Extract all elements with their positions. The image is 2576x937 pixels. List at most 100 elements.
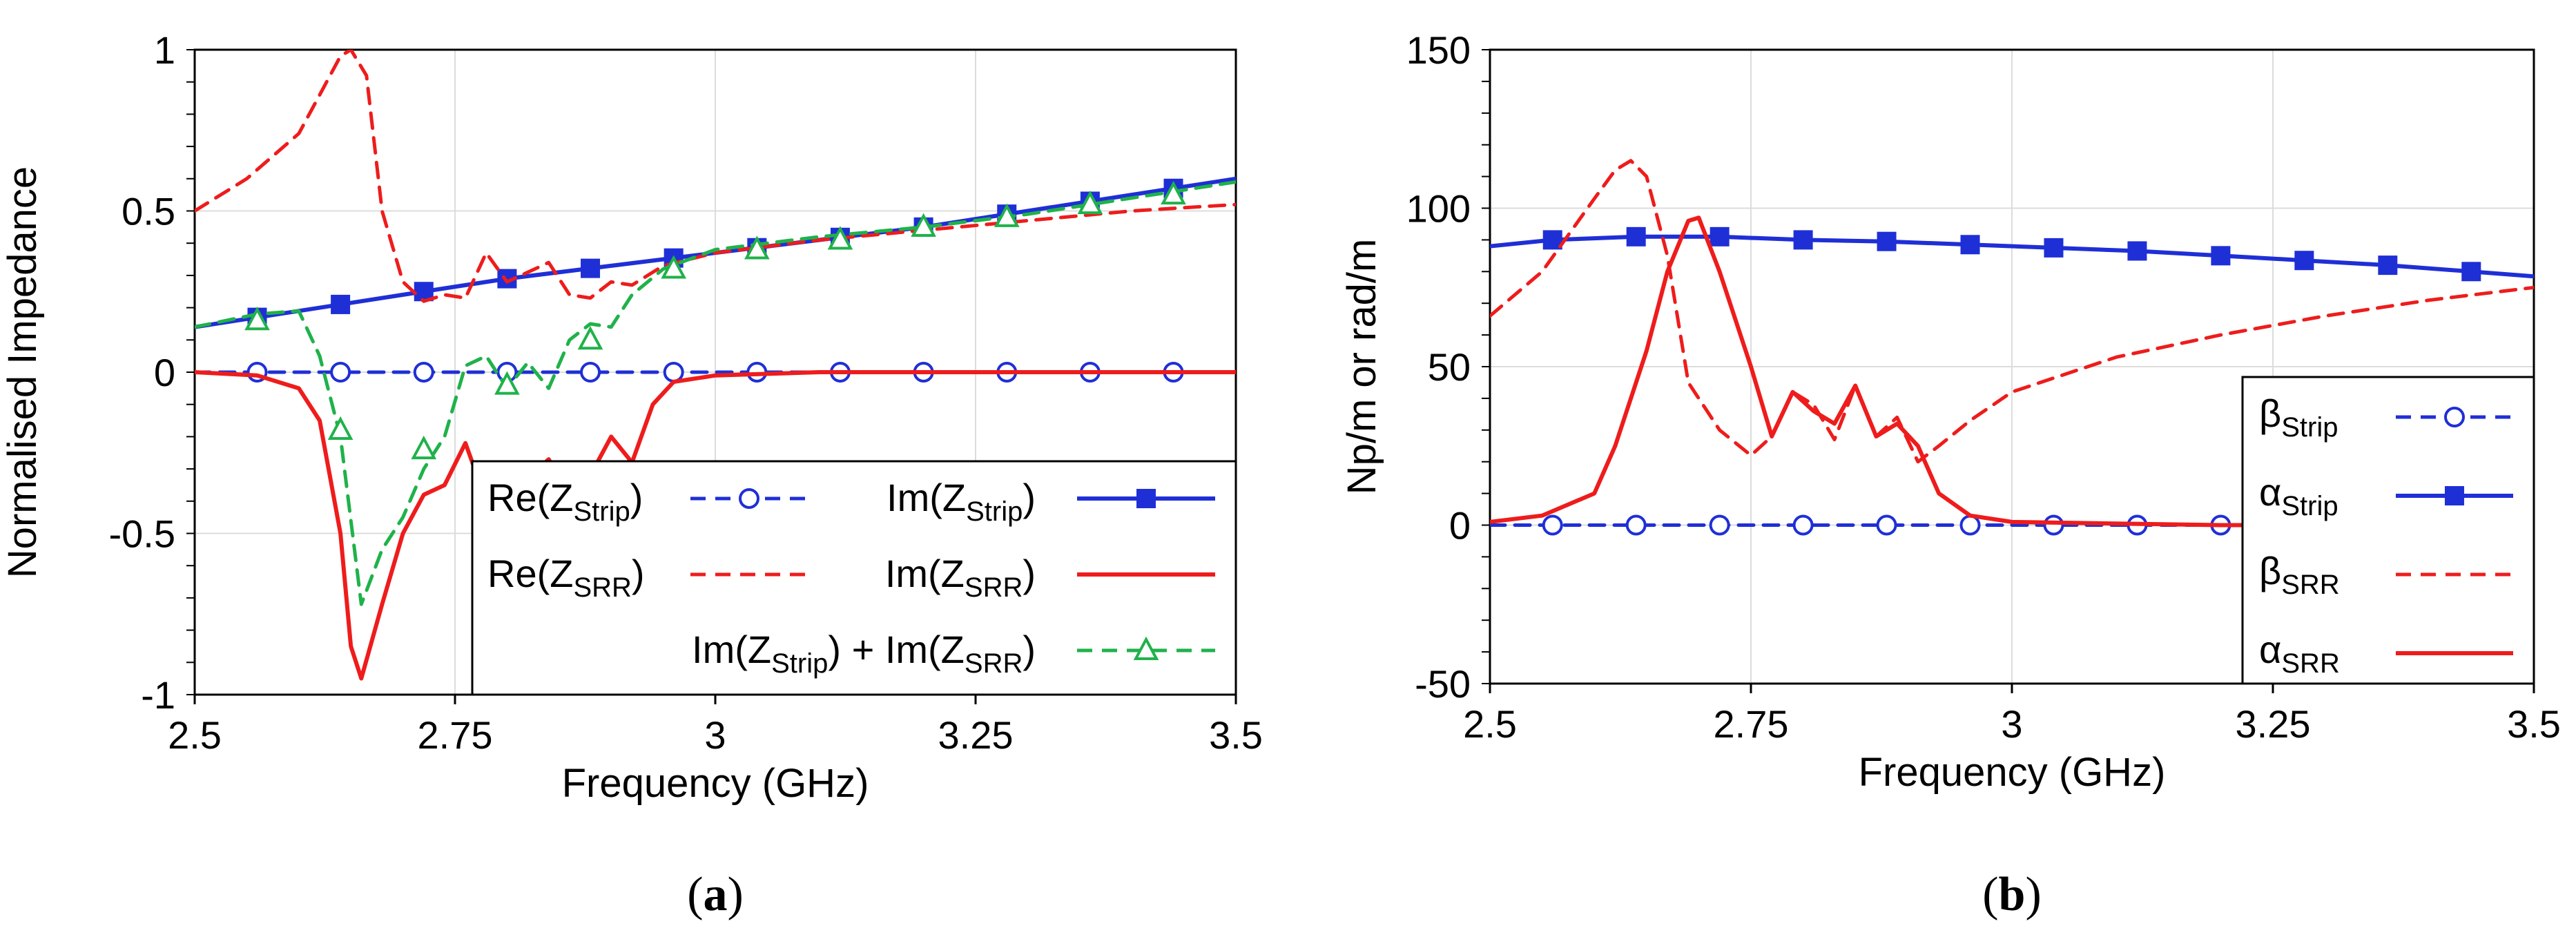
x-tick-label: 3 — [704, 713, 726, 757]
ticks — [1482, 49, 2535, 693]
legend-subscript: SRR — [965, 648, 1023, 679]
legend-subscript: SRR — [965, 572, 1023, 603]
legend-subscript: SRR — [2281, 570, 2339, 600]
series-marker-sum — [577, 326, 603, 350]
x-axis-label: Frequency (GHz) — [1859, 750, 2166, 795]
series-marker-alpha_strip — [2211, 246, 2231, 266]
series-marker-sum — [1077, 190, 1103, 215]
legend-text: Im(Z — [692, 628, 771, 671]
legend-text: ) — [630, 476, 643, 519]
series-marker-beta_strip — [1625, 514, 1647, 536]
legend-text: ) — [1023, 552, 1036, 595]
series-marker-beta_strip — [1709, 514, 1730, 536]
legend-marker-re_strip — [739, 488, 759, 509]
series-marker-beta_strip — [1542, 514, 1563, 536]
series-marker-sum — [827, 226, 853, 250]
tick-labels: 2.5 2.75 3 3.25 3.5 -50 0 50 100 150 — [1406, 28, 2561, 746]
legend-text: Re(Z — [487, 552, 573, 595]
y-tick-label: -1 — [141, 673, 175, 717]
y-tick-label: -0.5 — [109, 512, 176, 556]
series-marker-sum — [994, 203, 1020, 227]
legend-label-im_strip: Im(ZStrip) — [887, 476, 1036, 527]
series-marker-sum — [1161, 180, 1186, 205]
caption-letter: b — [1999, 868, 2026, 921]
panel-caption: (a) — [687, 868, 744, 921]
series-line-alpha_srr — [1490, 215, 2534, 528]
legend-subscript: SRR — [2281, 648, 2339, 679]
series-marker-re_strip — [413, 362, 434, 383]
series-marker-alpha_strip — [2378, 255, 2398, 276]
series-marker-sum — [661, 255, 687, 279]
series-marker-sum — [411, 435, 437, 460]
series-marker-alpha_strip — [2127, 241, 2147, 261]
x-tick-label: 2.5 — [1463, 702, 1517, 746]
legend-label-beta_strip: βStrip — [2259, 392, 2338, 443]
x-tick-label: 2.5 — [168, 713, 222, 757]
legend: Re(ZStrip) Im(ZStrip)Re(ZSRR) Im(ZSRR)Im(Z… — [471, 460, 1237, 696]
legend-label-re_strip: Re(ZStrip) — [487, 476, 643, 527]
legend-subscript: Strip — [2281, 491, 2338, 521]
series-marker-im_strip — [581, 258, 601, 278]
legend-subscript: SRR — [573, 572, 631, 603]
legend-text: Im(Z — [887, 476, 966, 519]
series-marker-alpha_strip — [2461, 262, 2481, 282]
panel-a: 2.5 2.75 3 3.25 3.5 -1 -0.5 0 0.5 1 Frequency (GHz… — [0, 28, 1263, 921]
caption-paren: ) — [2025, 868, 2041, 921]
series-marker-beta_strip — [1792, 514, 1814, 536]
series-sum — [195, 180, 1236, 606]
series-alpha_srr — [1490, 215, 2534, 528]
y-tick-label: 0 — [154, 351, 175, 394]
legend-subscript: Strip — [771, 648, 828, 679]
series-marker-alpha_strip — [2044, 238, 2064, 258]
legend-subscript: Strip — [2281, 412, 2338, 443]
x-tick-label: 3.25 — [2236, 702, 2311, 746]
legend-text: β — [2259, 392, 2281, 435]
legend-subscript: Strip — [573, 496, 630, 527]
x-tick-label: 3.5 — [1209, 713, 1263, 757]
series-marker-re_strip — [580, 362, 601, 383]
tick-labels: 2.5 2.75 3 3.25 3.5 -1 -0.5 0 0.5 1 — [109, 28, 1263, 757]
series-beta_srr — [1490, 159, 2534, 464]
legend-text: β — [2259, 549, 2281, 592]
legend-text: ) — [1023, 628, 1036, 671]
legend-label-alpha_strip: αStrip — [2259, 470, 2338, 521]
y-axis-label: Np/m or rad/m — [1339, 239, 1384, 495]
series-re_srr — [195, 50, 1236, 303]
series-marker-im_strip — [331, 294, 351, 314]
series-alpha_strip — [1490, 226, 2534, 282]
legend-subscript: Strip — [966, 496, 1023, 527]
legend-text: ) + Im(Z — [828, 628, 965, 671]
series-marker-re_strip — [330, 362, 351, 383]
series-group — [1490, 159, 2534, 536]
x-tick-label: 2.75 — [418, 713, 493, 757]
legend-label-sum: Im(ZStrip) + Im(ZSRR) — [692, 628, 1036, 679]
y-tick-label: 1 — [154, 28, 175, 72]
series-marker-sum — [911, 213, 936, 237]
y-tick-label: -50 — [1415, 662, 1471, 706]
legend-box — [2241, 376, 2535, 685]
series-marker-alpha_strip — [2294, 251, 2314, 271]
series-marker-re_strip — [663, 362, 684, 383]
panel-caption: (b) — [1982, 868, 2042, 921]
legend-label-re_srr: Re(ZSRR) — [487, 552, 645, 603]
series-marker-alpha_strip — [1710, 226, 1730, 247]
y-tick-label: 0 — [1449, 504, 1471, 548]
legend-label-alpha_srr: αSRR — [2259, 628, 2340, 679]
caption-paren: ( — [687, 868, 703, 921]
caption-letter: a — [704, 868, 728, 921]
y-axis-label: Normalised Impedance — [0, 166, 45, 578]
legend-text: α — [2259, 470, 2281, 514]
series-line-alpha_strip — [1490, 234, 2534, 279]
legend-text: ) — [632, 552, 645, 595]
legend-marker-alpha_strip — [2445, 486, 2464, 505]
x-tick-label: 3 — [2001, 702, 2022, 746]
legend-label-beta_srr: βSRR — [2259, 549, 2340, 600]
caption-paren: ( — [1982, 868, 1998, 921]
series-marker-alpha_strip — [1960, 235, 1980, 255]
series-line-beta_srr — [1490, 159, 2534, 464]
x-tick-label: 2.75 — [1714, 702, 1789, 746]
legend-text: Re(Z — [487, 476, 573, 519]
y-tick-label: 0.5 — [122, 190, 175, 233]
y-tick-label: 150 — [1406, 28, 1471, 72]
x-tick-label: 3.5 — [2507, 702, 2561, 746]
